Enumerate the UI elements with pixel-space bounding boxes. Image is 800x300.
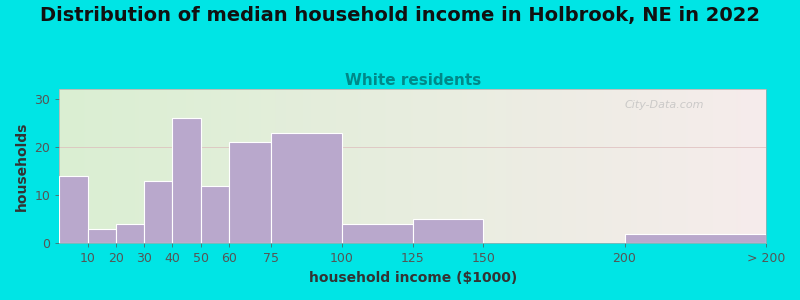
X-axis label: household income ($1000): household income ($1000) xyxy=(309,271,517,285)
Bar xyxy=(201,186,229,243)
Bar xyxy=(59,176,88,243)
Bar xyxy=(342,224,413,243)
Bar xyxy=(229,142,271,243)
Bar xyxy=(116,224,144,243)
Bar xyxy=(144,181,173,243)
Bar xyxy=(625,234,766,243)
Title: White residents: White residents xyxy=(345,73,481,88)
Bar xyxy=(413,219,483,243)
Bar xyxy=(173,118,201,243)
Bar xyxy=(271,133,342,243)
Y-axis label: households: households xyxy=(15,122,29,211)
Text: Distribution of median household income in Holbrook, NE in 2022: Distribution of median household income … xyxy=(40,6,760,25)
Bar xyxy=(88,229,116,243)
Text: City-Data.com: City-Data.com xyxy=(625,100,704,110)
